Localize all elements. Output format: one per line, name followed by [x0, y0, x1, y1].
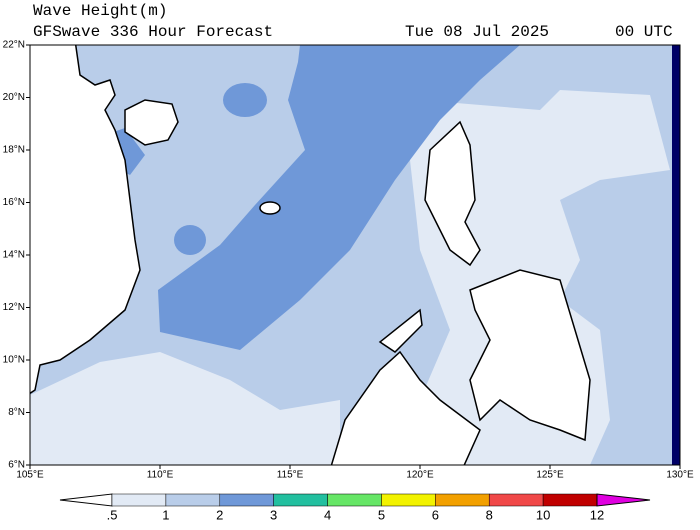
lat-label: 10°N	[3, 355, 25, 366]
lat-label: 16°N	[3, 197, 25, 208]
lon-label: 120°E	[406, 470, 434, 481]
colorbar-label: 1	[162, 507, 169, 522]
palawan	[378, 308, 423, 353]
colorbar: .5 1 2 3 4 5 6 8 10 12	[59, 493, 651, 522]
date: Tue 08 Jul 2025	[405, 23, 549, 41]
lat-label: 12°N	[3, 302, 25, 313]
lon-label: 105°E	[16, 470, 44, 481]
sea-2-3	[223, 83, 267, 117]
colorbar-label: .5	[107, 507, 118, 522]
title: Wave Height(m)	[33, 2, 167, 20]
lon-label: 115°E	[277, 470, 304, 481]
colorbar-segment	[219, 493, 274, 507]
colorbar-segment	[273, 493, 328, 507]
colorbar-label: 5	[378, 507, 385, 522]
map	[29, 44, 681, 466]
lat-label: 6°N	[8, 460, 25, 471]
colorbar-low	[59, 493, 113, 507]
subtitle: GFSwave 336 Hour Forecast	[33, 23, 273, 41]
colorbar-label: 3	[270, 507, 277, 522]
time: 00 UTC	[615, 23, 673, 41]
colorbar-label: 4	[324, 507, 331, 522]
island	[259, 201, 281, 215]
lon-label: 125°E	[536, 470, 564, 481]
colorbar-segment	[111, 493, 167, 507]
vietnam-coast	[30, 45, 141, 395]
lat-label: 18°N	[3, 145, 25, 156]
colorbar-segment	[542, 493, 598, 507]
lat-label: 20°N	[3, 92, 25, 103]
colorbar-high	[596, 493, 651, 507]
colorbar-segment	[327, 493, 382, 507]
lon-label: 110°E	[147, 470, 174, 481]
colorbar-segment	[381, 493, 436, 507]
sea-2-3	[174, 225, 206, 255]
colorbar-label: 10	[536, 507, 550, 522]
colorbar-segment	[165, 493, 221, 507]
visayas-mindanao	[469, 269, 591, 442]
sea-2-3	[158, 45, 520, 350]
edge-stripe	[672, 45, 680, 465]
colorbar-label: 6	[432, 507, 439, 522]
colorbar-label: 8	[486, 507, 493, 522]
borneo	[330, 350, 481, 465]
lat-label: 8°N	[8, 407, 25, 418]
colorbar-segment	[488, 493, 544, 507]
lat-label: 14°N	[3, 250, 25, 261]
luzon	[424, 120, 481, 267]
axis-ticks: 6°N 8°N 10°N 12°N 14°N 16°N 18°N 20°N 22°N 105°E 1…	[3, 40, 694, 481]
hainan	[124, 99, 179, 146]
colorbar-label: 12	[590, 507, 604, 522]
lat-label: 22°N	[3, 40, 25, 51]
colorbar-segment	[435, 493, 490, 507]
lon-label: 130°E	[666, 470, 694, 481]
sea-05-1	[30, 352, 340, 465]
colorbar-label: 2	[216, 507, 223, 522]
